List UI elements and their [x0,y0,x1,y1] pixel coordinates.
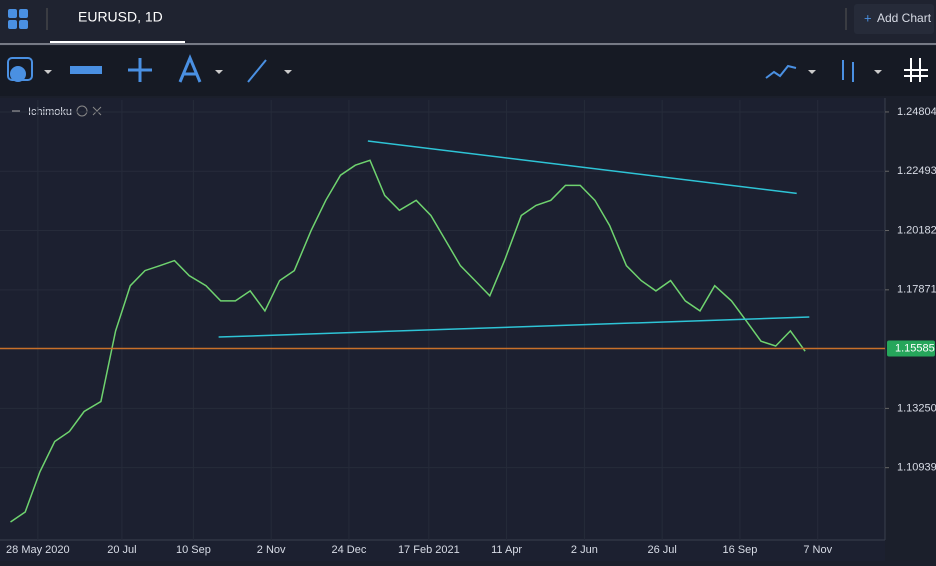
settings-icon[interactable] [76,105,88,117]
apps-icon[interactable] [8,9,28,29]
x-tick-label: 16 Sep [723,544,758,556]
close-icon[interactable] [92,106,102,116]
x-tick-label: 2 Nov [257,544,286,556]
tab-title[interactable]: EURUSD, 1D [78,9,163,25]
y-tick-label: 1.17871 [897,284,936,296]
trendline [367,140,797,195]
x-tick-label: 10 Sep [176,544,211,556]
y-tick-label: 1.10939 [897,462,936,474]
crosshair-tool[interactable] [128,58,152,82]
top-bar [0,0,936,44]
x-tick-label: 11 Apr [491,544,522,556]
y-tick-label: 1.24804 [897,106,936,118]
add-chart-label[interactable]: Add Chart [877,11,932,25]
measure-tool[interactable] [178,54,223,83]
x-tick-label: 17 Feb 2021 [398,544,460,556]
plus-icon: + [864,10,872,25]
x-tick-label: 24 Dec [332,544,367,556]
toolbar [0,46,936,96]
line-tool[interactable] [247,59,292,83]
price-line [10,159,806,523]
x-tick-label: 26 Jul [647,544,676,556]
price-label: 1.15585 [895,342,935,354]
indicator-tool[interactable] [765,64,816,79]
x-tick-label: 2 Jun [571,544,598,556]
y-tick-label: 1.13250 [897,402,936,414]
price-label-box [887,340,935,357]
x-tick-label: 7 Nov [803,544,832,556]
chart-type-tool[interactable] [842,60,882,82]
y-tick-label: 1.20182 [897,224,936,236]
grid-tool[interactable] [904,58,928,82]
add-chart-button[interactable] [854,4,934,34]
date-tool[interactable] [7,57,52,82]
trendline [218,316,810,338]
range-tool[interactable] [70,66,102,74]
x-tick-label: 20 Jul [107,544,136,556]
y-tick-label: 1.22493 [897,165,936,177]
plot: 1.10939 1.13250 1.17871 1.20182 1.22493 1.248… [0,100,936,556]
x-tick-label: 28 May 2020 [6,544,70,556]
